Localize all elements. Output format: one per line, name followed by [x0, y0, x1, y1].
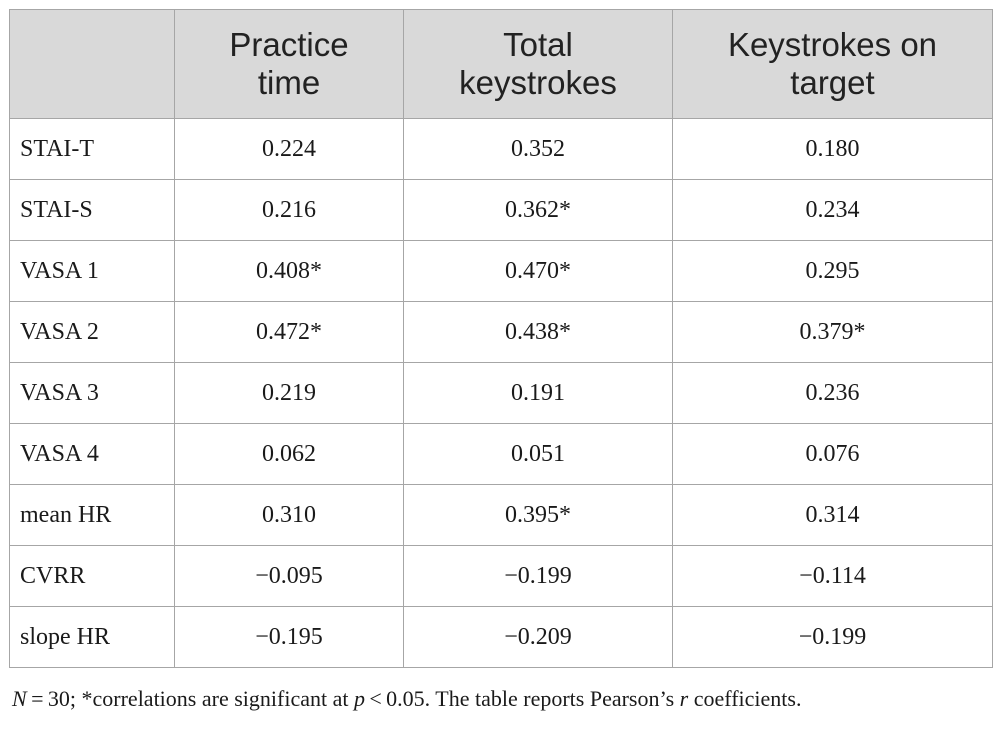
- table-row: mean HR 0.310 0.395* 0.314: [9, 484, 993, 546]
- value-cell: −0.199: [403, 545, 673, 607]
- table-row: STAI-S 0.216 0.362* 0.234: [9, 179, 993, 241]
- value-cell: −0.209: [403, 606, 673, 668]
- n-symbol: N: [12, 686, 27, 711]
- value-cell: 0.395*: [403, 484, 673, 546]
- header-empty-cell: [9, 9, 175, 119]
- row-label: VASA 2: [9, 301, 175, 363]
- value-cell: 0.314: [672, 484, 993, 546]
- table-row: slope HR −0.195 −0.209 −0.199: [9, 606, 993, 668]
- table-header: Practice time Total keystrokes Keystroke…: [9, 9, 993, 119]
- table-row: VASA 3 0.219 0.191 0.236: [9, 362, 993, 424]
- row-label: VASA 4: [9, 423, 175, 485]
- header-row: Practice time Total keystrokes Keystroke…: [9, 9, 993, 119]
- table-body: STAI-T 0.224 0.352 0.180 STAI-S 0.216 0.…: [9, 118, 993, 668]
- header-line: Total: [503, 26, 573, 63]
- r-symbol: r: [679, 686, 689, 711]
- value-cell: 0.219: [174, 362, 404, 424]
- row-label: VASA 1: [9, 240, 175, 302]
- value-cell: 0.352: [403, 118, 673, 180]
- value-cell: −0.195: [174, 606, 404, 668]
- table-row: VASA 1 0.408* 0.470* 0.295: [9, 240, 993, 302]
- correlation-table: Practice time Total keystrokes Keystroke…: [9, 9, 993, 668]
- value-cell: 0.234: [672, 179, 993, 241]
- table-row: STAI-T 0.224 0.352 0.180: [9, 118, 993, 180]
- table-footnote: N = 30; *correlations are significant at…: [12, 686, 801, 712]
- footnote-text: coefficients.: [688, 686, 802, 711]
- value-cell: 0.236: [672, 362, 993, 424]
- value-cell: 0.310: [174, 484, 404, 546]
- value-cell: 0.216: [174, 179, 404, 241]
- p-symbol: p: [353, 686, 365, 711]
- value-cell: 0.062: [174, 423, 404, 485]
- value-cell: 0.470*: [403, 240, 673, 302]
- row-label: VASA 3: [9, 362, 175, 424]
- footnote-text: = 30; *correlations are significant at: [26, 686, 354, 711]
- value-cell: 0.438*: [403, 301, 673, 363]
- value-cell: 0.408*: [174, 240, 404, 302]
- header-line: keystrokes: [459, 64, 617, 101]
- value-cell: 0.362*: [403, 179, 673, 241]
- value-cell: 0.180: [672, 118, 993, 180]
- value-cell: −0.199: [672, 606, 993, 668]
- header-line: time: [257, 64, 321, 101]
- row-label: slope HR: [9, 606, 175, 668]
- header-line: Practice: [229, 26, 349, 63]
- value-cell: 0.224: [174, 118, 404, 180]
- value-cell: 0.191: [403, 362, 673, 424]
- value-cell: 0.379*: [672, 301, 993, 363]
- value-cell: 0.076: [672, 423, 993, 485]
- value-cell: 0.051: [403, 423, 673, 485]
- header-practice-time: Practice time: [174, 9, 404, 119]
- table-row: VASA 4 0.062 0.051 0.076: [9, 423, 993, 485]
- row-label: STAI-S: [9, 179, 175, 241]
- table-row: VASA 2 0.472* 0.438* 0.379*: [9, 301, 993, 363]
- row-label: CVRR: [9, 545, 175, 607]
- value-cell: −0.114: [672, 545, 993, 607]
- row-label: mean HR: [9, 484, 175, 546]
- table-row: CVRR −0.095 −0.199 −0.114: [9, 545, 993, 607]
- header-line: target: [790, 64, 875, 101]
- header-line: Keystrokes on: [727, 26, 938, 63]
- header-keystrokes-on-target: Keystrokes on target: [672, 9, 993, 119]
- header-total-keystrokes: Total keystrokes: [403, 9, 673, 119]
- row-label: STAI-T: [9, 118, 175, 180]
- value-cell: 0.295: [672, 240, 993, 302]
- value-cell: −0.095: [174, 545, 404, 607]
- value-cell: 0.472*: [174, 301, 404, 363]
- footnote-text: < 0.05. The table reports Pearson’s: [364, 686, 680, 711]
